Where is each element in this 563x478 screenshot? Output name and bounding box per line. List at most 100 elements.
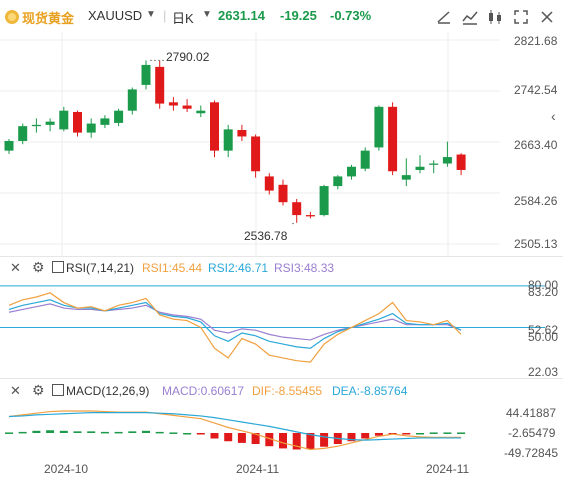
low-annotation: 2536.78: [244, 229, 288, 243]
macd-dea-line: [8, 412, 462, 441]
candle-body: [18, 126, 28, 141]
symbol-name[interactable]: 现货黄金: [22, 11, 75, 26]
candle-body: [251, 136, 261, 172]
time-axis: 2024-10 2024-11 2024-11: [0, 460, 563, 478]
settings-icon[interactable]: ⚙: [32, 259, 45, 275]
candle-body: [141, 64, 151, 85]
macd-histogram-bar: [142, 430, 150, 433]
candlestick-type-icon[interactable]: [485, 7, 505, 27]
collapse-icon[interactable]: ✕: [10, 383, 21, 398]
rsi-axis-label: 83.20: [528, 285, 559, 299]
candle-body: [429, 163, 439, 165]
high-annotation: 2790.02: [166, 50, 210, 64]
rsi-axis-label: 80.00: [528, 278, 559, 292]
rsi2-value: RSI2:46.71: [208, 261, 269, 275]
candle-body: [45, 121, 55, 125]
fullscreen-icon[interactable]: [511, 7, 531, 27]
macd-histogram-bar: [73, 431, 82, 433]
rsi-title: RSI(7,14,21): [66, 261, 135, 275]
macd-histogram-bar: [169, 432, 178, 434]
rsi3-value: RSI3:48.33: [274, 261, 335, 275]
macd-axis-label: -49.72845: [504, 446, 559, 460]
close-icon[interactable]: [537, 7, 557, 27]
candle-body: [210, 102, 219, 151]
macd-histogram-bar: [196, 433, 205, 435]
candle-body: [100, 118, 110, 125]
candle-body: [360, 150, 370, 169]
chart-header: 现货黄金 XAUUSD ▼ | 日K ▼ 2631.14 -19.25 -0.7…: [0, 0, 563, 32]
period-selector[interactable]: 日K: [172, 11, 194, 26]
macd-axis-label: -2.65479: [508, 426, 556, 440]
price-change: -19.25: [280, 8, 317, 23]
macd-axis-label: 44.41887: [506, 406, 557, 420]
candle-body: [4, 140, 14, 151]
macd-histogram-bar: [224, 433, 233, 442]
price-axis-label: 2584.26: [514, 194, 558, 208]
price-pane[interactable]: 2821.68 2742.54 2663.40 2584.26 2505.13 …: [0, 32, 563, 256]
symbol-code[interactable]: XAUUSD: [88, 8, 143, 23]
macd-histogram-bar: [5, 432, 13, 434]
params-icon[interactable]: [52, 384, 64, 396]
candle-body: [374, 106, 384, 148]
macd-histogram-bar: [18, 431, 27, 434]
macd-histogram-bar: [374, 433, 383, 436]
price-axis-label: 2821.68: [514, 34, 558, 48]
macd-histogram-bar: [155, 431, 164, 434]
macd-histogram-bar: [279, 433, 287, 449]
chevron-left-icon[interactable]: ‹: [551, 108, 556, 124]
macd-histogram-bar: [429, 432, 438, 434]
macd-histogram-bar: [114, 431, 123, 434]
candle-body: [347, 166, 356, 177]
macd-histogram-bar: [210, 433, 219, 439]
macd-pane[interactable]: ✕ ⚙ MACD(12,26,9) MACD:0.60617 DIF:-8.55…: [0, 378, 563, 461]
rsi1-value: RSI1:45.44: [142, 261, 203, 275]
settings-icon[interactable]: ⚙: [32, 382, 45, 398]
macd-histogram-bar: [457, 432, 466, 434]
macd-histogram-bar: [237, 433, 246, 443]
macd-histogram-bar: [265, 433, 274, 447]
price-axis-label: 2742.54: [514, 83, 558, 97]
candle-body: [86, 123, 96, 133]
macd-histogram-bar: [306, 433, 315, 450]
candle-body: [388, 106, 398, 172]
candle-body: [127, 89, 137, 111]
macd-title: MACD(12,26,9): [66, 384, 150, 398]
candle-body: [73, 111, 82, 133]
divider: |: [163, 8, 167, 23]
current-price: 2631.14: [218, 8, 265, 23]
rsi1-line: [8, 292, 462, 363]
dea-value: DEA:-8.85764: [332, 384, 408, 398]
macd-chart[interactable]: [0, 379, 563, 461]
candle-body: [401, 175, 411, 180]
price-axis-label: 2663.40: [514, 138, 558, 152]
candle-body: [59, 110, 69, 130]
macd-dif-line: [8, 410, 462, 451]
indicator-icon[interactable]: [460, 7, 480, 27]
candlestick-chart[interactable]: [0, 32, 563, 256]
candle-body: [319, 186, 329, 216]
candle-body: [415, 166, 425, 170]
macd-histogram-bar: [46, 430, 55, 433]
draw-line-icon[interactable]: [434, 7, 454, 27]
rsi-chart[interactable]: [0, 257, 563, 379]
macd-histogram-bar: [402, 433, 411, 435]
params-icon[interactable]: [52, 261, 64, 273]
macd-histogram-bar: [347, 433, 356, 442]
rsi-axis-label: 50.00: [528, 330, 559, 344]
candle-body: [155, 66, 165, 104]
rsi3-line: [8, 303, 462, 341]
macd-histogram-bar: [59, 430, 68, 433]
price-axis-label: 2505.13: [514, 237, 558, 251]
macd-histogram-bar: [183, 433, 192, 435]
dif-value: DIF:-8.55455: [252, 384, 323, 398]
chevron-down-icon[interactable]: ▼: [202, 9, 212, 20]
macd-histogram-bar: [251, 433, 260, 444]
candle-body: [182, 105, 192, 109]
collapse-icon[interactable]: ✕: [10, 260, 21, 275]
candle-body: [31, 124, 41, 127]
candle-body: [237, 130, 247, 137]
rsi-pane[interactable]: ✕ ⚙ RSI(7,14,21) RSI1:45.44 RSI2:46.71 R…: [0, 256, 563, 379]
chevron-down-icon[interactable]: ▼: [146, 9, 156, 20]
macd-histogram-bar: [416, 433, 424, 435]
candle-body: [292, 202, 302, 216]
